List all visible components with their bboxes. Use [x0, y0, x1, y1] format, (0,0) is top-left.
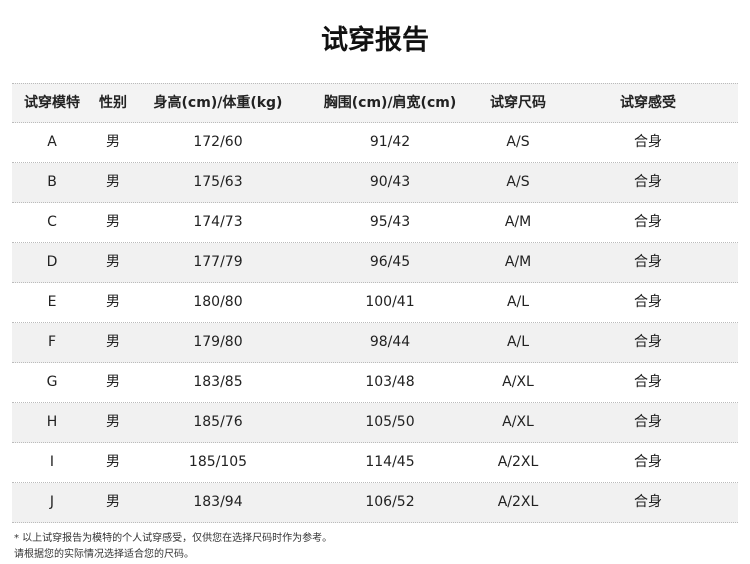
table-row-cell: 男 [106, 134, 120, 150]
table-row-cell: 合身 [634, 454, 662, 470]
table-row-cell: F [47, 334, 57, 350]
table-row-cell: 男 [106, 254, 120, 270]
table-header-cell: 试穿模特 [24, 95, 80, 111]
table-row-cell: A/S [506, 134, 530, 150]
table-row-cell: 男 [106, 334, 120, 350]
table-header-cell: 试穿感受 [620, 95, 676, 111]
table-row-cell: 185/76 [193, 414, 243, 430]
table-row-cell: B [47, 174, 57, 190]
table-row-cell: 男 [106, 454, 120, 470]
table-row: B 男 175/63 90/43 A/S 合身 [12, 163, 738, 203]
table-row-cell: 180/80 [193, 294, 243, 310]
table-row-cell: 114/45 [365, 454, 415, 470]
note-line-2: 请根据您的实际情况选择适合您的尺码。 [14, 549, 194, 560]
table-header-cell: 试穿尺码 [490, 95, 546, 111]
table-row-cell: 男 [106, 494, 120, 510]
table-row-cell: 103/48 [365, 374, 415, 390]
table-row-cell: 179/80 [193, 334, 243, 350]
table-row-cell: A/L [506, 294, 530, 310]
table-row-cell: A/2XL [497, 494, 539, 510]
table-row-cell: 男 [106, 414, 120, 430]
table-row-cell: 合身 [634, 494, 662, 510]
table-row-cell: I [49, 454, 55, 470]
table-row-cell: G [46, 374, 58, 390]
table-row-cell: 合身 [634, 294, 662, 310]
table-row: C 男 174/73 95/43 A/M 合身 [12, 203, 738, 243]
table-row-cell: 105/50 [365, 414, 415, 430]
table-row-cell: 合身 [634, 414, 662, 430]
table-row-cell: 175/63 [193, 174, 243, 190]
table-header-cell: 性别 [99, 95, 127, 111]
table-row: G 男 183/85 103/48 A/XL 合身 [12, 363, 738, 403]
table-row: H 男 185/76 105/50 A/XL 合身 [12, 403, 738, 443]
table-row: F 男 179/80 98/44 A/L 合身 [12, 323, 738, 363]
table-row: D 男 177/79 96/45 A/M 合身 [12, 243, 738, 283]
table-row-cell: H [46, 414, 58, 430]
table-row-cell: E [47, 294, 57, 310]
table-row-cell: 185/105 [188, 454, 248, 470]
table-row-cell: 183/85 [193, 374, 243, 390]
table-row: A 男 172/60 91/42 A/S 合身 [12, 123, 738, 163]
table-row-cell: 100/41 [365, 294, 415, 310]
table-row-cell: 男 [106, 214, 120, 230]
table-row-cell: A/2XL [497, 454, 539, 470]
table-row-cell: 172/60 [193, 134, 243, 150]
table-row-cell: A/S [506, 174, 530, 190]
table-row-cell: 90/43 [369, 174, 411, 190]
table-row: J 男 183/94 106/52 A/2XL 合身 [12, 483, 738, 523]
table-row-cell: A/M [504, 254, 532, 270]
table-row-cell: 男 [106, 294, 120, 310]
table-row-cell: 98/44 [369, 334, 411, 350]
table-row: I 男 185/105 114/45 A/2XL 合身 [12, 443, 738, 483]
table-row-cell: 95/43 [369, 214, 411, 230]
table-row-cell: 183/94 [193, 494, 243, 510]
table-row-cell: 合身 [634, 374, 662, 390]
table-header-cell: 身高(cm)/体重(kg) [153, 95, 283, 111]
table-row-cell: D [46, 254, 58, 270]
table-row-cell: 96/45 [369, 254, 411, 270]
table-row-cell: A/XL [502, 414, 534, 430]
table-row-cell: 177/79 [193, 254, 243, 270]
table-header: 试穿模特 性别 身高(cm)/体重(kg) 胸围(cm)/肩宽(cm) 试穿尺码 试穿感受 [12, 83, 738, 123]
table-row-cell: 合身 [634, 254, 662, 270]
table-row: E 男 180/80 100/41 A/L 合身 [12, 283, 738, 323]
table-row-cell: A/XL [502, 374, 534, 390]
table-row-cell: J [49, 494, 55, 510]
table-header-cell: 胸围(cm)/肩宽(cm) [323, 95, 457, 111]
table-row-cell: C [47, 214, 57, 230]
table-row-cell: 合身 [634, 174, 662, 190]
table-row-cell: 106/52 [365, 494, 415, 510]
page-title: 试穿报告 [321, 25, 429, 56]
note-line-1: * 以上试穿报告为模特的个人试穿感受，仅供您在选择尺码时作为参考。 [14, 533, 333, 544]
table-row-cell: A/M [504, 214, 532, 230]
table-row-cell: A [47, 134, 57, 150]
table-row-cell: 合身 [634, 214, 662, 230]
table-row-cell: 男 [106, 374, 120, 390]
table-row-cell: 男 [106, 174, 120, 190]
table-row-cell: 91/42 [369, 134, 411, 150]
table-row-cell: A/L [506, 334, 530, 350]
table-row-cell: 174/73 [193, 214, 243, 230]
table-row-cell: 合身 [634, 334, 662, 350]
table-row-cell: 合身 [634, 134, 662, 150]
fit-report-table: 试穿模特 性别 身高(cm)/体重(kg) 胸围(cm)/肩宽(cm) 试穿尺码 试穿感受… [12, 83, 738, 523]
